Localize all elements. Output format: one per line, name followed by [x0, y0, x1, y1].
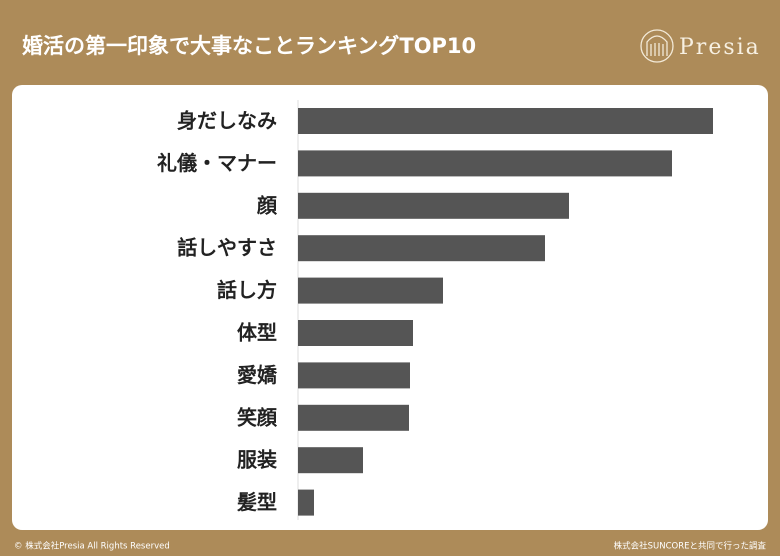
bar — [298, 277, 443, 304]
category-label: 話し方 — [217, 278, 277, 302]
category-label: 愛嬌 — [237, 363, 278, 387]
logo-icon — [640, 29, 674, 63]
bar — [298, 108, 713, 134]
source-note: 株式会社SUNCOREと共同で行った調査 — [614, 541, 767, 552]
bar — [298, 362, 410, 389]
bar — [298, 320, 413, 346]
bar — [298, 447, 363, 474]
bar — [298, 404, 409, 431]
category-label: 髪型 — [236, 490, 277, 514]
category-label: 話しやすさ — [177, 236, 277, 260]
copyright: © 株式会社Presia All Rights Reserved — [14, 541, 170, 552]
category-label: 礼儀・マナー — [157, 151, 277, 175]
category-label: 服装 — [237, 448, 277, 472]
bar — [298, 192, 569, 219]
bar — [298, 150, 672, 177]
panel — [12, 85, 768, 530]
chart-title: 婚活の第一印象で大事なことランキングTOP10 — [22, 34, 476, 58]
bar — [298, 489, 314, 516]
bar — [298, 235, 545, 262]
category-label: 顔 — [256, 193, 278, 217]
category-label: 身だしなみ — [177, 109, 277, 133]
logo-text: Presia — [679, 35, 761, 60]
category-label: 体型 — [237, 321, 277, 345]
category-label: 笑顔 — [237, 405, 278, 429]
